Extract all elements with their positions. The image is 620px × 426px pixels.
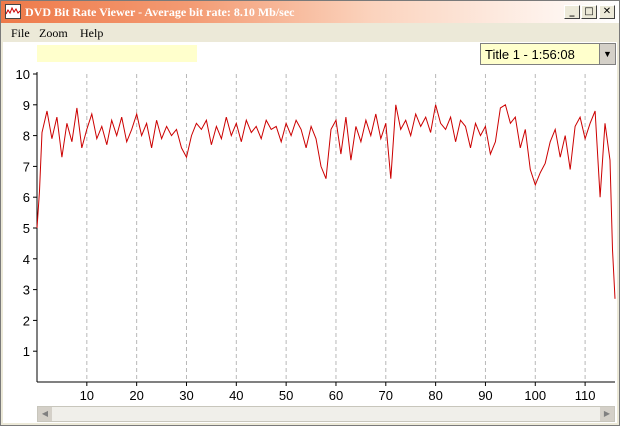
x-tick-label-10: 110	[575, 388, 596, 403]
y-axis-ticks: 1 2 3 4 5 6 7 8 9 10	[16, 67, 37, 359]
x-tick-label-8: 90	[478, 388, 492, 403]
scroll-right-icon[interactable]: ▶	[600, 407, 614, 421]
x-tick-label-7: 80	[428, 388, 442, 403]
y-tick-label-1: 2	[23, 313, 30, 328]
menu-zoom[interactable]: Zoom	[39, 26, 68, 40]
minimize-button[interactable]: _	[564, 5, 580, 19]
y-tick-label-2: 3	[23, 283, 30, 298]
y-tick-label-4: 5	[23, 221, 30, 236]
close-button[interactable]: ✕	[599, 5, 615, 19]
scroll-left-icon[interactable]: ◀	[38, 407, 52, 421]
x-tick-label-2: 30	[179, 388, 193, 403]
y-tick-label-5: 6	[23, 190, 30, 205]
horizontal-scrollbar[interactable]: ◀ ▶	[37, 406, 615, 422]
maximize-button[interactable]: □	[581, 5, 597, 19]
y-tick-label-9: 10	[16, 67, 30, 82]
y-tick-label-3: 4	[23, 252, 30, 267]
app-icon	[5, 4, 21, 19]
x-tick-label-5: 60	[329, 388, 343, 403]
x-tick-label-0: 10	[80, 388, 94, 403]
y-tick-label-6: 7	[23, 159, 30, 174]
title-bar[interactable]: DVD Bit Rate Viewer - Average bit rate: …	[1, 1, 619, 23]
dropdown-arrow-icon[interactable]: ▼	[599, 44, 615, 64]
x-tick-label-6: 70	[379, 388, 393, 403]
menu-bar: File Zoom Help	[1, 23, 619, 41]
chart-axes	[36, 72, 615, 383]
x-tick-label-1: 20	[129, 388, 143, 403]
x-tick-label-4: 50	[279, 388, 293, 403]
menu-file[interactable]: File	[11, 26, 30, 40]
x-axis-ticks: 10 20 30 40 50 60 70 80 90 100 110	[80, 382, 596, 403]
x-tick-label-9: 100	[524, 388, 546, 403]
bitrate-chart: 1 2 3 4 5 6 7 8 9 10 10 20 30 40 50 60 70 80 90 100 110	[16, 67, 616, 403]
title-dropdown[interactable]: Title 1 - 1:56:08 ▼	[480, 43, 616, 65]
bitrate-line-series-0	[36, 104, 616, 299]
menu-help[interactable]: Help	[80, 26, 104, 40]
y-tick-label-7: 8	[23, 129, 30, 144]
chart-series	[36, 104, 616, 299]
title-dropdown-value: Title 1 - 1:56:08	[485, 47, 575, 62]
x-tick-label-3: 40	[229, 388, 243, 403]
y-tick-label-0: 1	[23, 344, 30, 359]
y-tick-label-8: 9	[23, 98, 30, 113]
status-box	[37, 45, 197, 62]
chart-area: Title 1 - 1:56:08 ▼ 1 2 3 4 5 6 7 8 9 10 10 20 30 40…	[3, 42, 617, 423]
window-title: DVD Bit Rate Viewer - Average bit rate: …	[25, 5, 295, 19]
